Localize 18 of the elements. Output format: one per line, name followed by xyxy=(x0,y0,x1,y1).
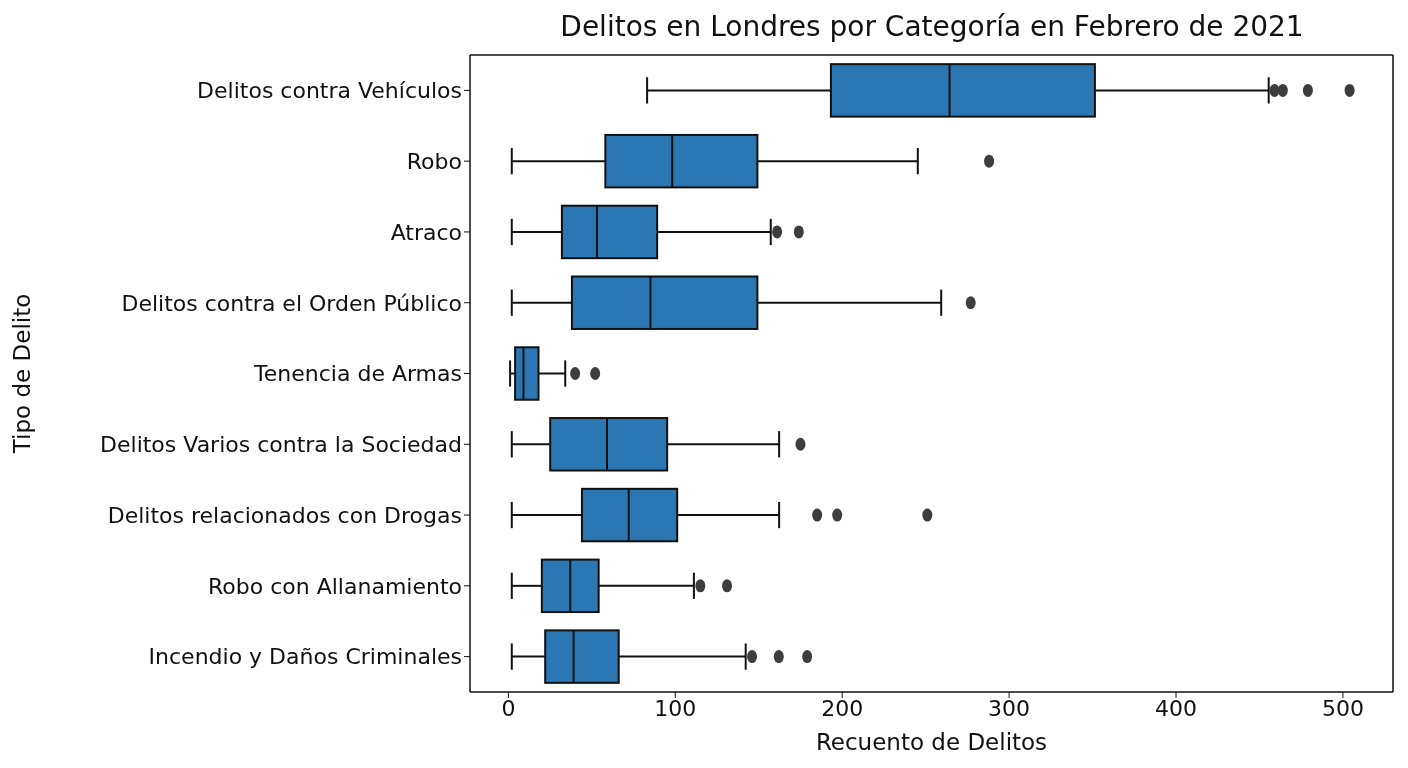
x-tick-label: 200 xyxy=(821,695,864,721)
x-tick-label: 300 xyxy=(988,695,1031,721)
y-tick-label: Delitos relacionados con Drogas xyxy=(107,502,462,528)
y-tick-label: Delitos contra el Orden Público xyxy=(121,290,462,316)
x-tick-label: 500 xyxy=(1321,695,1364,721)
y-tick-label: Robo con Allanamiento xyxy=(208,573,462,599)
x-tick-label: 400 xyxy=(1155,695,1198,721)
y-tick-label: Delitos Varios contra la Sociedad xyxy=(100,432,462,458)
y-tick-label: Delitos contra Vehículos xyxy=(197,78,462,104)
y-tick-label: Incendio y Daños Criminales xyxy=(148,644,462,670)
x-tick-label: 100 xyxy=(654,695,697,721)
y-tick-label: Robo xyxy=(406,148,462,174)
x-axis-title: Recuento de Delitos xyxy=(815,729,1048,756)
chart-title: Delitos en Londres por Categoría en Febrero de 2021 xyxy=(559,10,1305,43)
x-tick-label: 0 xyxy=(501,695,516,721)
y-tick-label: Atraco xyxy=(390,219,462,245)
y-axis-title: Tipo de Delito xyxy=(9,293,36,455)
y-tick-label: Tenencia de Armas xyxy=(253,361,462,387)
